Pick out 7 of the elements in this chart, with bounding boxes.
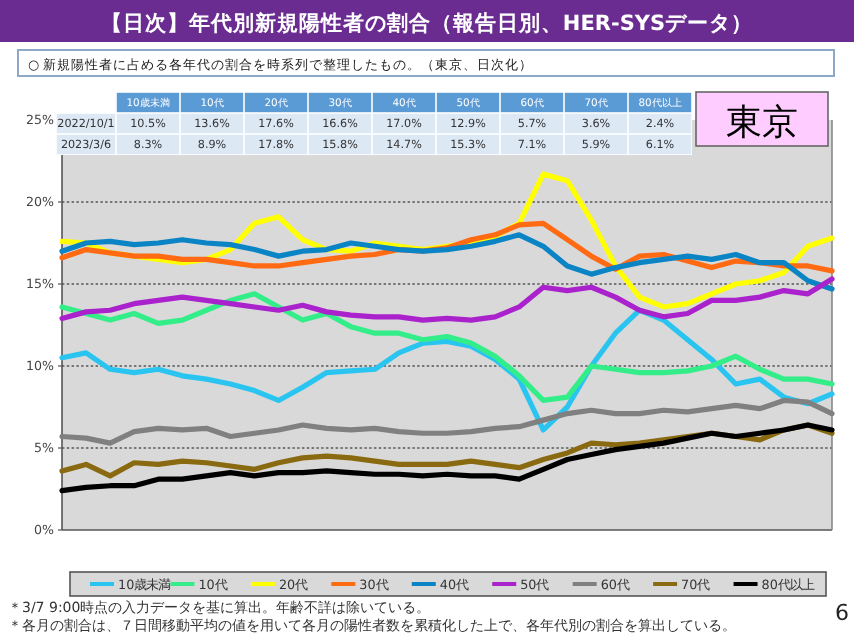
annotation: 東京 — [726, 102, 798, 144]
line-series — [59, 422, 835, 494]
line-series — [59, 291, 835, 404]
text: 6 — [835, 600, 849, 626]
line-series — [59, 276, 835, 323]
line-series — [59, 232, 835, 292]
chart-title: 【日次】年代別新規陽性者の割合（報告日別、HER-SYSデータ） — [100, 10, 754, 36]
